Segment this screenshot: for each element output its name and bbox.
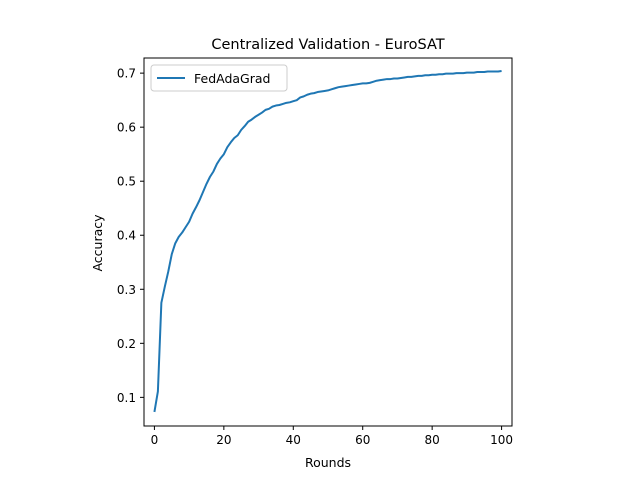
y-tick-label: 0.6 bbox=[117, 121, 136, 135]
y-tick-label: 0.1 bbox=[117, 391, 136, 405]
x-tick-label: 60 bbox=[355, 433, 370, 447]
x-tick-label: 40 bbox=[286, 433, 301, 447]
y-tick-label: 0.4 bbox=[117, 229, 136, 243]
series-line-fedadagrad bbox=[153, 69, 502, 413]
legend-box bbox=[150, 64, 288, 92]
plot-area: 0 20 40 60 80 100 0.1 0.2 0.3 0.4 0.5 0.6 0.7 bbox=[117, 57, 513, 447]
x-axis-label: Rounds bbox=[305, 455, 351, 470]
x-tick-label: 20 bbox=[216, 433, 231, 447]
y-tick-label: 0.3 bbox=[117, 283, 136, 297]
x-tick-label: 80 bbox=[425, 433, 440, 447]
axes-frame bbox=[143, 57, 513, 427]
y-tick-label: 0.2 bbox=[117, 337, 136, 351]
y-tick-label: 0.7 bbox=[117, 67, 136, 81]
legend-label: FedAdaGrad bbox=[194, 71, 270, 86]
chart-title: Centralized Validation - EuroSAT bbox=[211, 37, 444, 53]
legend: FedAdaGrad bbox=[150, 64, 288, 92]
y-axis-label: Accuracy bbox=[90, 214, 105, 272]
x-tick-label: 100 bbox=[490, 433, 513, 447]
x-tick-label: 0 bbox=[151, 433, 159, 447]
y-tick-label: 0.5 bbox=[117, 175, 136, 189]
